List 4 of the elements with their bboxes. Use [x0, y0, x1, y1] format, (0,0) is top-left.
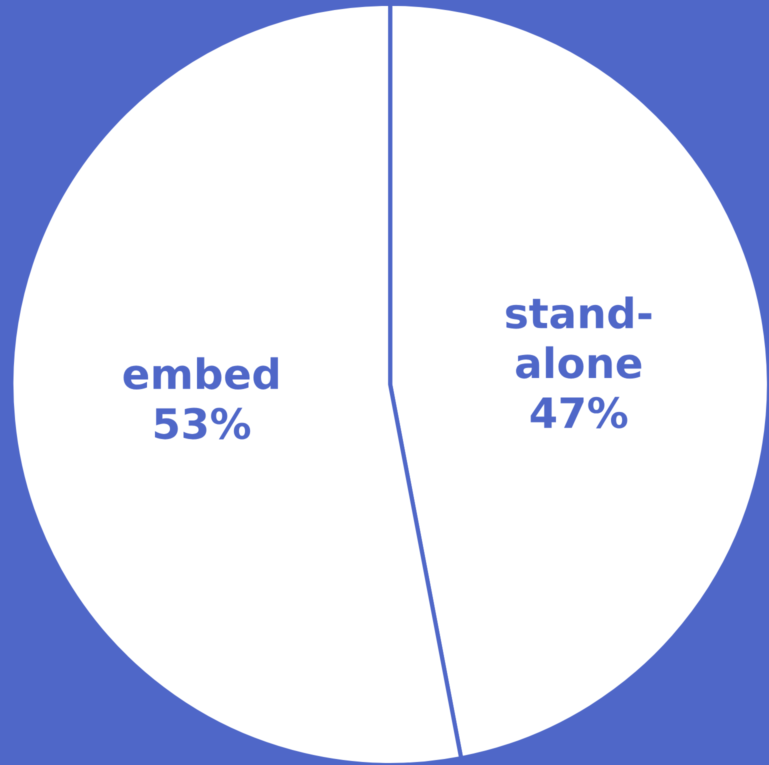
data-label: 53%: [154, 408, 250, 440]
slice-label: stand-alone: [506, 296, 652, 379]
slice-label: embed: [124, 357, 278, 390]
data-label: 47%: [530, 396, 628, 428]
